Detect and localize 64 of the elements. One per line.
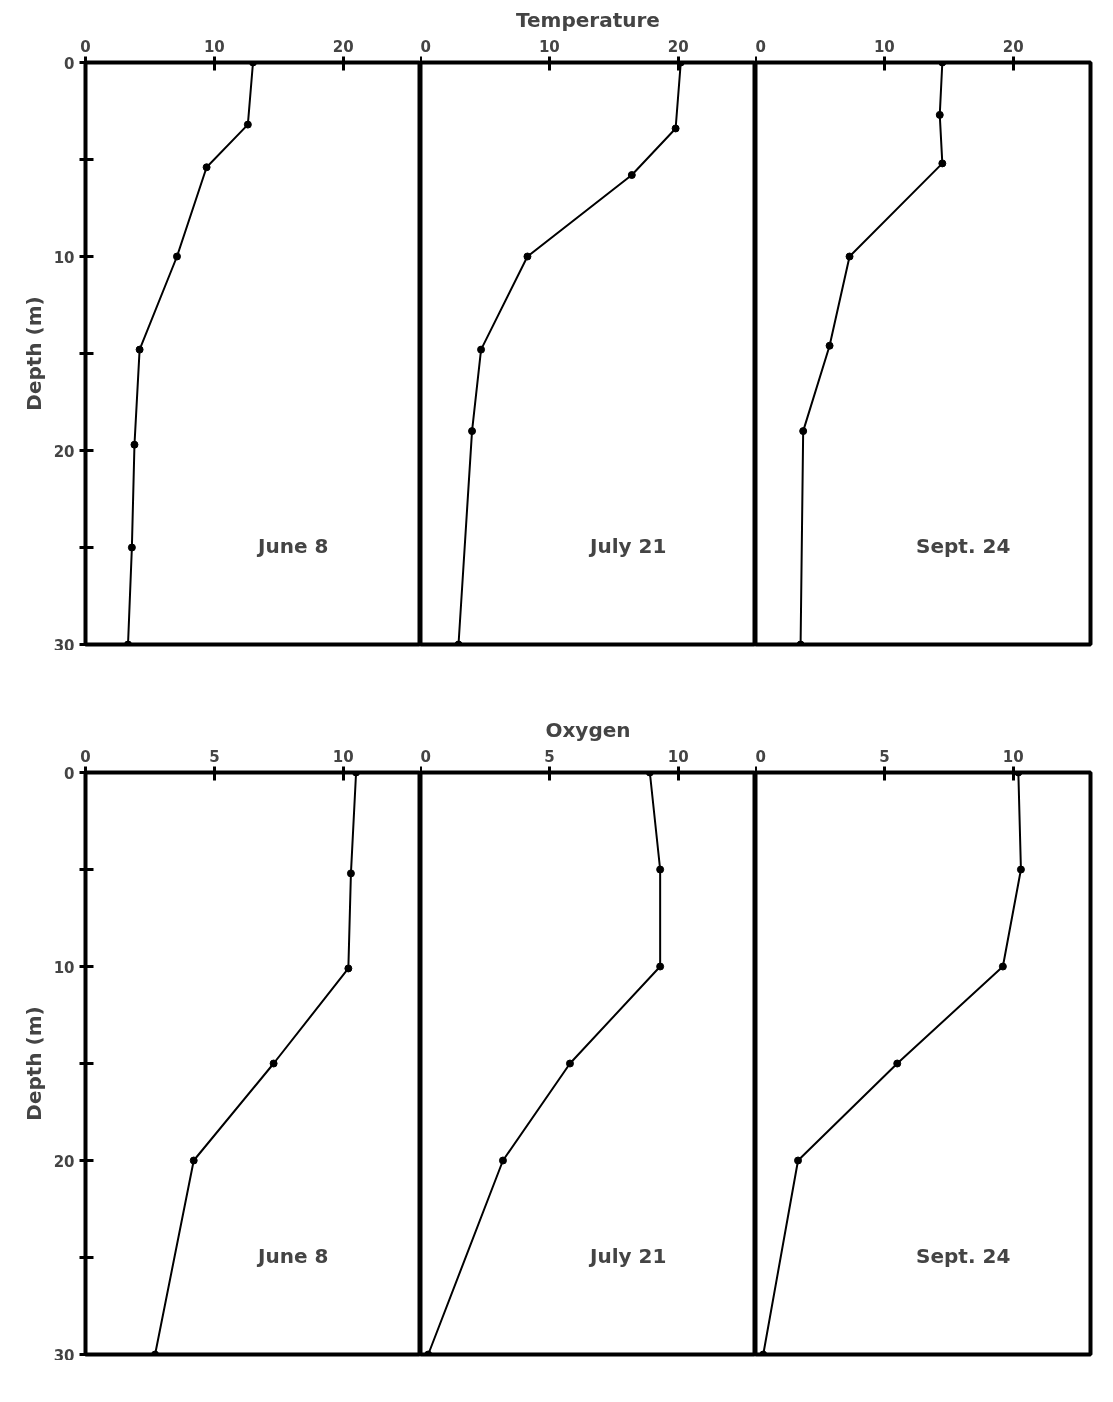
x-tick-label: 5	[879, 747, 890, 766]
point	[627, 171, 636, 180]
annotation: Sept. 24	[916, 533, 1011, 558]
point	[172, 252, 181, 261]
point	[656, 962, 665, 971]
point	[189, 1156, 198, 1165]
x-tick-label: 0	[80, 747, 91, 766]
x-tick-label: 10	[873, 37, 895, 56]
x-tick-label: 5	[544, 747, 555, 766]
annotation: Sept. 24	[916, 1243, 1011, 1268]
point	[127, 543, 136, 552]
x-tick-label: 0	[80, 37, 91, 56]
chart-title: Temperature	[516, 7, 660, 32]
point	[825, 341, 834, 350]
y-tick-label: 20	[53, 1152, 75, 1171]
point	[202, 163, 211, 172]
point	[656, 865, 665, 874]
point	[845, 252, 854, 261]
point	[477, 345, 486, 354]
point	[468, 427, 477, 436]
y-axis-title: Depth (m)	[21, 296, 46, 411]
x-tick-label: 0	[755, 747, 766, 766]
x-tick-label: 10	[332, 747, 354, 766]
x-tick-label: 10	[667, 747, 689, 766]
x-tick-label: 0	[420, 37, 431, 56]
y-tick-label: 10	[53, 958, 75, 977]
point	[498, 1156, 507, 1165]
point	[346, 869, 355, 878]
x-tick-label: 20	[332, 37, 354, 56]
point	[565, 1059, 574, 1068]
x-tick-label: 10	[1002, 747, 1024, 766]
annotation: June 8	[256, 1243, 329, 1268]
point	[344, 964, 353, 973]
x-tick-label: 20	[667, 37, 689, 56]
point	[671, 124, 680, 133]
x-tick-label: 0	[420, 747, 431, 766]
annotation: June 8	[256, 533, 329, 558]
y-tick-label: 20	[53, 442, 75, 461]
point	[799, 427, 808, 436]
y-tick-label: 30	[53, 636, 75, 655]
x-tick-label: 20	[1002, 37, 1024, 56]
x-tick-label: 5	[209, 747, 220, 766]
x-tick-label: 10	[203, 37, 225, 56]
point	[523, 252, 532, 261]
annotation: July 21	[588, 1243, 667, 1268]
point	[893, 1059, 902, 1068]
point	[1016, 865, 1025, 874]
x-tick-label: 0	[755, 37, 766, 56]
y-tick-label: 30	[53, 1346, 75, 1365]
point	[130, 440, 139, 449]
point	[794, 1156, 803, 1165]
y-tick-label: 0	[64, 54, 75, 73]
point	[243, 120, 252, 129]
point	[935, 110, 944, 119]
x-tick-label: 10	[538, 37, 560, 56]
y-tick-label: 10	[53, 248, 75, 267]
y-axis-title: Depth (m)	[21, 1006, 46, 1121]
y-tick-label: 0	[64, 764, 75, 783]
point	[269, 1059, 278, 1068]
point	[938, 159, 947, 168]
point	[998, 962, 1007, 971]
point	[135, 345, 144, 354]
chart-title: Oxygen	[545, 717, 631, 742]
annotation: July 21	[588, 533, 667, 558]
